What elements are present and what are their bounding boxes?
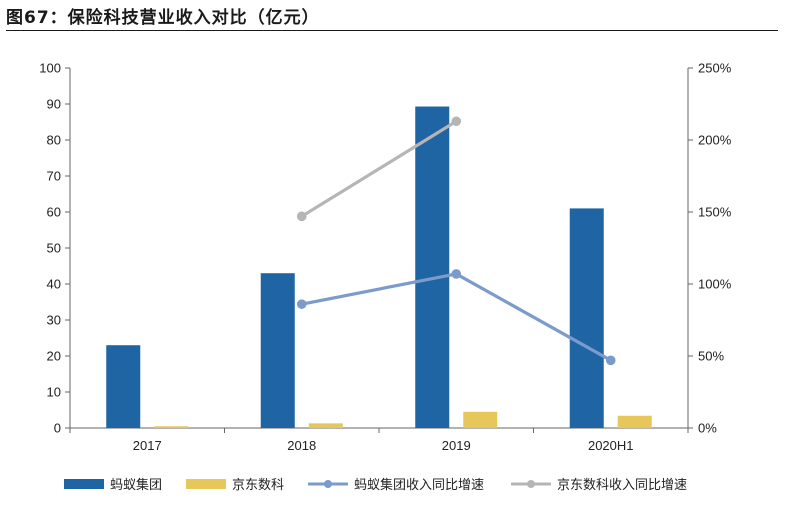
growth-lines [296, 116, 616, 366]
x-axis-category-label: 2020H1 [588, 438, 634, 453]
left-axis-tick-label: 50 [47, 241, 61, 256]
axes: 0 10 20 30 40 50 60 70 80 90 100 0% 50% 100% 150% 200% 2… [39, 61, 731, 454]
ant-growth-point [296, 299, 307, 309]
right-axis-tick-label: 100% [698, 277, 732, 292]
ant-group-bar [260, 273, 295, 428]
right-axis-tick-label: 50% [698, 349, 724, 364]
jd-growth-line [300, 119, 458, 218]
legend-ant-group-label: 蚂蚁集团 [110, 477, 162, 493]
ant-group-bar [415, 106, 450, 429]
figure-title: 图67：保险科技营业收入对比（亿元） [6, 8, 320, 28]
bars [106, 106, 652, 429]
ant-group-bar [569, 208, 604, 428]
jd-digits-bar [308, 423, 343, 428]
ant-group-bar [106, 345, 141, 428]
x-axis-category-label: 2017 [133, 438, 162, 453]
x-axis-category-label: 2018 [287, 438, 316, 453]
left-axis-tick-label: 60 [47, 205, 61, 220]
right-axis-tick-label: 150% [698, 205, 732, 220]
legend-ant-growth-marker [324, 480, 332, 488]
right-axis-tick-label: 0% [698, 421, 717, 436]
legend-jd-growth-marker [527, 480, 535, 488]
left-axis-tick-label: 100 [39, 61, 61, 76]
left-axis-tick-label: 90 [47, 97, 61, 112]
left-axis-tick-label: 10 [47, 385, 61, 400]
ant-growth-point [605, 355, 616, 366]
jd-digits-bar [463, 411, 498, 428]
title-underline [6, 30, 778, 31]
left-axis-tick-label: 40 [47, 277, 61, 292]
ant-growth-point [451, 269, 462, 279]
left-axis-tick-label: 30 [47, 313, 61, 328]
left-axis-tick-label: 80 [47, 133, 61, 148]
legend-ant-group-swatch [64, 479, 104, 489]
left-axis-tick-label: 70 [47, 169, 61, 184]
legend-jd-growth-label: 京东数科收入同比增速 [557, 478, 687, 493]
jd-digits-bar [154, 426, 189, 428]
legend-jd-digits-swatch [186, 479, 226, 489]
legend-jd-digits-label: 京东数科 [232, 478, 284, 493]
x-axis-category-label: 2019 [442, 438, 471, 453]
left-axis-tick-label: 0 [54, 421, 61, 436]
right-axis-tick-label: 200% [698, 133, 732, 148]
left-axis-tick-label: 20 [47, 349, 61, 364]
legend: 蚂蚁集团 京东数科 蚂蚁集团收入同比增速 京东数科收入同比增速 [64, 477, 687, 493]
jd-digits-bar [617, 415, 652, 428]
ant-growth-line [301, 272, 612, 362]
jd-growth-point [451, 116, 462, 127]
right-axis-tick-label: 250% [698, 61, 732, 76]
jd-growth-point [296, 211, 307, 222]
legend-ant-growth-label: 蚂蚁集团收入同比增速 [354, 477, 484, 493]
